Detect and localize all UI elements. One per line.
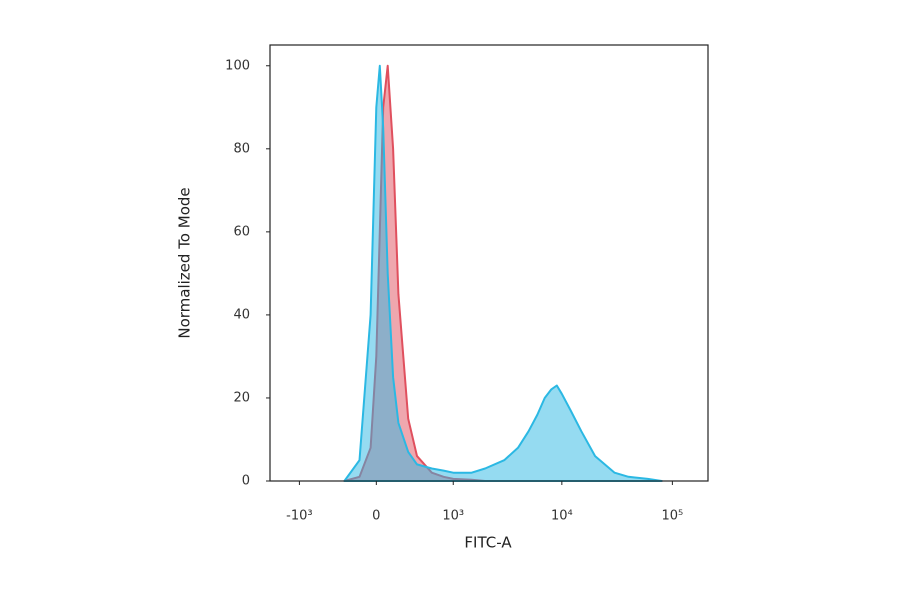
y-tick-label: 40 xyxy=(233,307,250,322)
x-tick-label: 10⁴ xyxy=(551,509,573,524)
plot-frame xyxy=(269,44,709,482)
y-tick-label: 60 xyxy=(233,224,250,239)
x-tick-label: -10³ xyxy=(286,509,312,524)
histogram-area xyxy=(343,64,663,482)
x-tick-label: 10³ xyxy=(442,509,464,524)
x-axis-title: FITC-A xyxy=(464,534,512,552)
x-tick-label: 0 xyxy=(372,509,380,524)
y-tick-label: 0 xyxy=(242,474,250,489)
x-tick-label: 10⁵ xyxy=(661,509,683,524)
y-tick-label: 80 xyxy=(233,141,250,156)
y-tick-label: 100 xyxy=(225,58,250,73)
y-tick-label: 20 xyxy=(233,390,250,405)
y-axis-title: Normalized To Mode xyxy=(176,187,194,338)
